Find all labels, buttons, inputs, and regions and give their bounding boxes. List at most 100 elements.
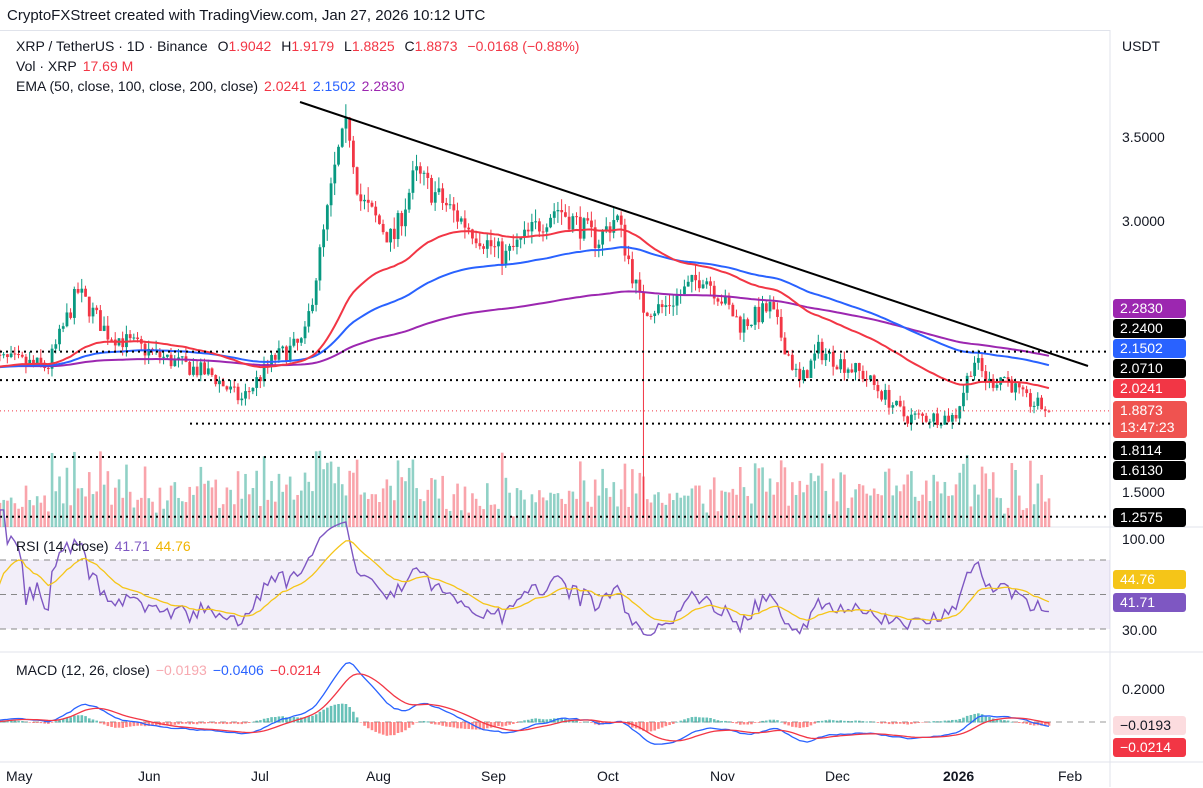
macd-histogram-bar	[307, 716, 311, 723]
candle-body	[407, 192, 411, 210]
macd-histogram-bar	[783, 722, 787, 725]
macd-histogram-bar	[761, 720, 764, 723]
candle-body	[236, 386, 240, 401]
macd-histogram-bar	[467, 722, 471, 729]
macd-histogram-bar	[95, 720, 99, 723]
candle-body	[318, 247, 322, 281]
volume-bar	[500, 452, 504, 527]
macd-histogram-bar	[843, 720, 846, 723]
candle-body	[787, 354, 791, 356]
volume-bar	[87, 472, 91, 527]
candle-body	[20, 354, 24, 357]
macd-histogram-bar	[177, 722, 180, 725]
macd-histogram-bar	[247, 722, 251, 723]
volume-bar	[288, 476, 292, 527]
macd-histogram-bar	[1006, 720, 1010, 723]
chart-area[interactable]	[0, 30, 1110, 788]
volume-bar	[114, 487, 117, 527]
macd-histogram-bar	[924, 722, 928, 723]
volume-legend[interactable]: Vol · XRP 17.69 M	[16, 58, 139, 74]
candle-body	[344, 117, 348, 129]
macd-histogram-bar	[831, 720, 835, 723]
rsi-value: 41.71	[114, 538, 150, 554]
macd-histogram-bar	[207, 722, 210, 724]
rsi-label: RSI (14, close)	[16, 538, 109, 554]
macd-histogram-bar	[951, 719, 954, 723]
candle-body	[17, 354, 20, 356]
candle-body	[374, 206, 378, 216]
macd-histogram-bar	[39, 722, 43, 724]
candle-body	[861, 370, 865, 380]
macd-histogram-bar	[590, 722, 593, 723]
macd-histogram-bar	[188, 722, 192, 725]
volume-bar	[556, 493, 560, 527]
currency-label[interactable]: USDT	[1122, 38, 1161, 54]
symbol-legend[interactable]: XRP / TetherUS · 1D · Binance O1.9042 H1…	[16, 38, 585, 54]
candle-body	[753, 306, 757, 325]
candle-body	[262, 363, 266, 382]
macd-histogram-bar	[266, 718, 270, 723]
volume-bar	[99, 451, 102, 527]
volume-bar	[125, 464, 128, 527]
volume-bar	[340, 484, 344, 527]
candle-body	[277, 348, 281, 360]
candle-body	[173, 359, 177, 367]
volume-bar	[445, 508, 448, 527]
volume-bar	[817, 475, 820, 527]
volume-bar	[683, 495, 686, 527]
volume-bar	[895, 485, 898, 527]
macd-histogram-bar	[493, 722, 497, 727]
candle-body	[709, 281, 712, 286]
volume-bar	[891, 495, 895, 527]
macd-histogram-bar	[84, 716, 87, 723]
volume-bar	[791, 482, 794, 527]
macd-histogram-bar	[363, 722, 366, 726]
candle-body	[225, 386, 229, 390]
volume-bar	[686, 495, 690, 527]
high-label: H	[281, 38, 292, 54]
candle-body	[203, 362, 206, 375]
volume-bar	[147, 498, 151, 527]
volume-bar	[233, 504, 236, 527]
candle-body	[273, 354, 277, 360]
macd-histogram-bar	[515, 722, 519, 723]
candle-body	[768, 302, 772, 312]
time-tick: 2026	[943, 768, 975, 784]
volume-bar	[1036, 483, 1040, 527]
macd-legend[interactable]: MACD (12, 26, close) −0.0193 −0.0406 −0.021…	[16, 662, 327, 678]
candle-body	[802, 370, 805, 381]
macd-histogram-bar	[586, 721, 590, 723]
macd-histogram-bar	[326, 707, 329, 723]
macd-histogram-bar	[61, 718, 65, 723]
macd-histogram-bar	[474, 722, 478, 730]
macd-histogram-bar	[768, 719, 772, 723]
macd-histogram-bar	[236, 722, 240, 725]
macd-histogram-bar	[798, 722, 802, 728]
candle-body	[158, 349, 162, 358]
volume-bar	[378, 502, 381, 527]
volume-bar	[61, 503, 65, 527]
candle-body	[426, 172, 430, 179]
volume-bar	[452, 494, 456, 527]
candle-body	[255, 377, 259, 388]
volume-bar	[58, 476, 61, 527]
rsi-legend[interactable]: RSI (14, close) 41.71 44.76	[16, 538, 197, 554]
candle-body	[270, 354, 273, 366]
volume-bar	[65, 467, 69, 527]
macd-histogram-bar	[229, 722, 232, 724]
volume-bar	[571, 491, 575, 527]
candle-body	[835, 366, 839, 370]
candle-body	[619, 215, 623, 225]
volume-bar	[590, 506, 593, 527]
candle-body	[99, 310, 102, 331]
candle-body	[147, 348, 151, 356]
candle-body	[1043, 409, 1047, 411]
ema-legend[interactable]: EMA (50, close, 100, close, 200, close) 2…	[16, 78, 411, 94]
volume-bar	[902, 484, 906, 527]
macd-histogram-bar	[891, 722, 895, 725]
macd-histogram-bar	[169, 722, 173, 726]
macd-histogram-bar	[233, 722, 236, 724]
volume-bar	[240, 498, 244, 527]
candle-body	[995, 384, 999, 388]
